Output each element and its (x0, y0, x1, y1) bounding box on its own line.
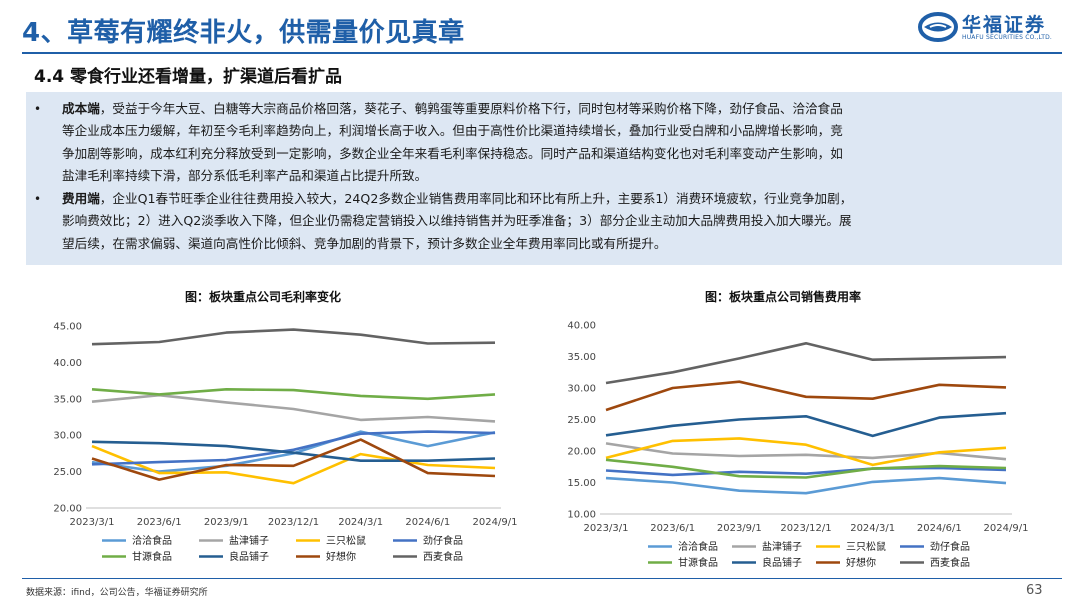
legend-label: 甘源食品 (132, 550, 172, 563)
legend-label: 三只松鼠 (326, 534, 366, 547)
legend-label: 盐津铺子 (229, 534, 269, 547)
series-line (91, 438, 496, 481)
legend-label: 洽洽食品 (132, 534, 172, 547)
series-line (91, 430, 496, 466)
series-line (91, 440, 496, 462)
title-bar: 4、草莓有耀终非火，供需量价见真章 华福证券 HUAFU SECURITIES … (0, 0, 1080, 58)
x-tick-label: 2023/3/1 (584, 523, 629, 534)
series-line (605, 437, 1007, 467)
summary-box: • 成本端，受益于今年大豆、白糖等大宗商品价格回落，葵花子、鹌鹑蛋等重要原料价格… (26, 92, 1062, 265)
series-line (605, 341, 1007, 385)
footer-divider (22, 578, 1062, 579)
x-tick-label: 2024/9/1 (473, 517, 518, 528)
legend-label: 良品铺子 (762, 556, 802, 569)
bullet-line: 盐津毛利率持续下滑，部分系低毛利率产品和渠道占比提升所致。 (62, 167, 428, 183)
legend-label: 三只松鼠 (846, 540, 886, 553)
x-tick-label: 2023/6/1 (137, 517, 182, 528)
gross-margin-chart-title: 图：板块重点公司毛利率变化 (185, 290, 342, 304)
series-line (605, 458, 1007, 479)
y-tick-label: 20.00 (53, 504, 82, 515)
x-tick-label: 2024/9/1 (984, 523, 1029, 534)
x-tick-label: 2024/6/1 (917, 523, 962, 534)
series-line (605, 466, 1007, 477)
legend-label: 西麦食品 (930, 556, 970, 569)
y-tick-label: 20.00 (567, 447, 596, 458)
y-tick-label: 30.00 (567, 384, 596, 395)
legend-label: 洽洽食品 (678, 540, 718, 553)
bullet-lead: 成本端 (62, 101, 100, 116)
x-tick-label: 2023/6/1 (650, 523, 695, 534)
legend-label: 西麦食品 (423, 550, 463, 563)
legend-label: 劲仔食品 (423, 534, 463, 547)
series-line (91, 328, 496, 346)
y-tick-label: 35.00 (53, 394, 82, 405)
selling-expense-chart: 10.00 15.00 20.00 25.00 30.00 35.00 40.00 2023/… (567, 321, 1029, 570)
x-tick-label: 2023/3/1 (70, 517, 115, 528)
y-tick-label: 45.00 (53, 322, 82, 333)
huafu-logo-icon (918, 12, 958, 42)
series-line (605, 476, 1007, 495)
bullet-line: 影响费效比；2）进入Q2淡季收入下降，但企业仍需稳定营销投入以维持销售并为旺季准… (62, 213, 852, 229)
series-line (91, 388, 496, 401)
bullet-line: 等企业成本压力缓解，年初至今毛利率趋势向上，利润增长高于收入。但由于高性价比渠道… (62, 123, 843, 139)
logo-chinese-name: 华福证券 (962, 14, 1047, 36)
bullet-line: 望后续，在需求偏弱、渠道向高性价比倾斜、竞争加剧的背景下，预计多数企业全年费用率… (62, 235, 667, 251)
series-line (605, 380, 1007, 412)
page-title: 4、草莓有耀终非火，供需量价见真章 (22, 18, 465, 48)
y-tick-label: 15.00 (567, 478, 596, 489)
company-logo: 华福证券 HUAFU SECURITIES CO.,LTD. (918, 10, 1068, 46)
x-tick-label: 2023/12/1 (268, 517, 319, 528)
legend-label: 良品铺子 (229, 550, 269, 563)
bullet-line: ，受益于今年大豆、白糖等大宗商品价格回落，葵花子、鹌鹑蛋等重要原料价格下行，同时… (99, 101, 843, 116)
bullet-line: ，企业Q1春节旺季企业往往费用投入较大，24Q2多数企业销售费用率同比和环比有所… (99, 191, 853, 206)
gross-margin-chart: 20.00 25.00 30.00 35.00 40.00 45.00 2023/3/1 20… (53, 322, 518, 564)
bullet-dot-icon: • (34, 102, 42, 116)
title-divider (22, 52, 1062, 54)
x-tick-label: 2023/9/1 (717, 523, 762, 534)
data-source: 数据来源：ifind，公司公告，华福证券研究所 (26, 588, 208, 598)
series-line (605, 411, 1007, 438)
y-tick-label: 35.00 (567, 352, 596, 363)
series-line (91, 444, 496, 485)
x-tick-label: 2024/3/1 (850, 523, 895, 534)
bullet-line: 争加剧等影响，成本红利充分释放受到一定影响，多数企业全年来看毛利率保持稳态。同时… (62, 145, 843, 161)
bullet-dot-icon: • (34, 192, 42, 206)
page-number: 63 (1026, 583, 1043, 598)
legend-label: 劲仔食品 (930, 540, 970, 553)
legend-label: 甘源食品 (678, 556, 718, 569)
selling-expense-chart-title: 图：板块重点公司销售费用率 (705, 290, 862, 304)
section-title: 4.4 零食行业还看增量，扩渠道后看扩品 (34, 67, 343, 87)
y-tick-label: 40.00 (53, 358, 82, 369)
y-tick-label: 40.00 (567, 321, 596, 332)
x-tick-label: 2023/12/1 (780, 523, 831, 534)
logo-english-name: HUAFU SECURITIES CO.,LTD. (962, 34, 1053, 41)
legend-label: 好想你 (326, 550, 356, 563)
x-tick-label: 2024/6/1 (405, 517, 450, 528)
x-tick-label: 2024/3/1 (338, 517, 383, 528)
y-tick-label: 25.00 (53, 467, 82, 478)
legend-label: 好想你 (846, 556, 876, 569)
legend-label: 盐津铺子 (762, 540, 802, 553)
x-tick-label: 2023/9/1 (204, 517, 249, 528)
y-tick-label: 25.00 (567, 415, 596, 426)
y-tick-label: 10.00 (567, 510, 596, 521)
y-tick-label: 30.00 (53, 431, 82, 442)
bullet-lead: 费用端 (62, 191, 100, 206)
